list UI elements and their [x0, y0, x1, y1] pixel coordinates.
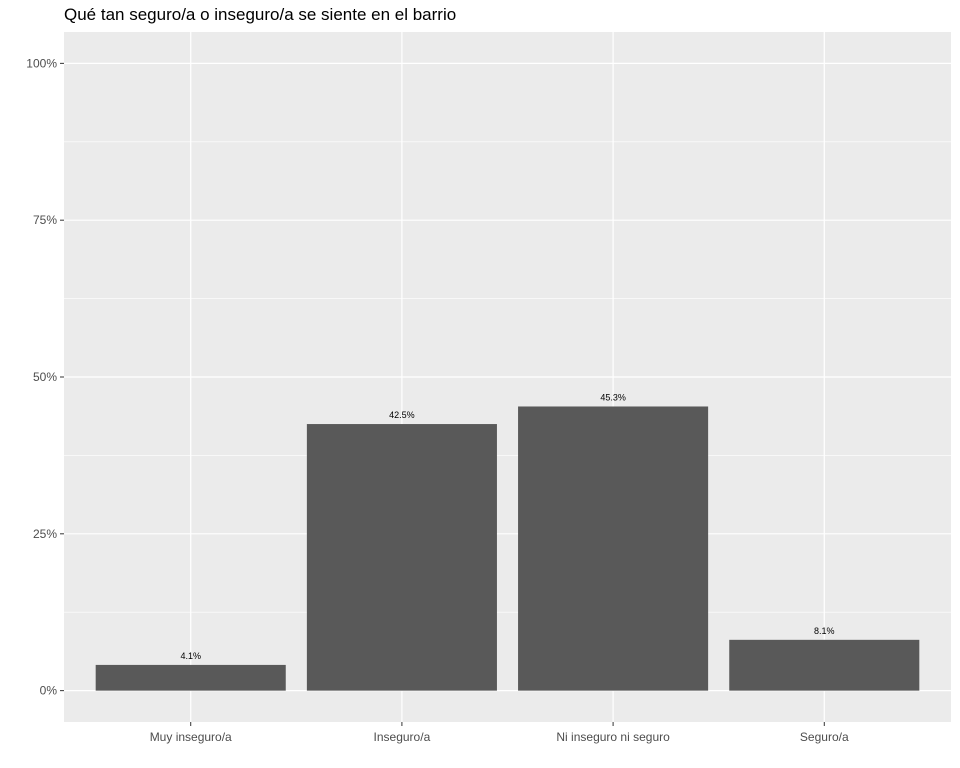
- x-tick-label: Inseguro/a: [374, 730, 431, 744]
- data-label: 8.1%: [814, 626, 835, 636]
- y-tick-label: 100%: [26, 56, 57, 70]
- y-tick-label: 0%: [40, 684, 58, 698]
- y-tick-label: 75%: [33, 213, 57, 227]
- chart-title: Qué tan seguro/a o inseguro/a se siente …: [64, 5, 457, 24]
- x-tick-label: Ni inseguro ni seguro: [556, 730, 670, 744]
- bar: [306, 424, 497, 691]
- data-label: 42.5%: [389, 410, 415, 420]
- bar: [729, 639, 920, 691]
- data-label: 45.3%: [600, 392, 626, 402]
- y-tick-label: 25%: [33, 527, 57, 541]
- y-tick-label: 50%: [33, 370, 57, 384]
- x-tick-label: Seguro/a: [800, 730, 849, 744]
- x-tick-label: Muy inseguro/a: [150, 730, 232, 744]
- bar: [95, 664, 286, 691]
- bar: [518, 406, 709, 691]
- data-label: 4.1%: [180, 651, 201, 661]
